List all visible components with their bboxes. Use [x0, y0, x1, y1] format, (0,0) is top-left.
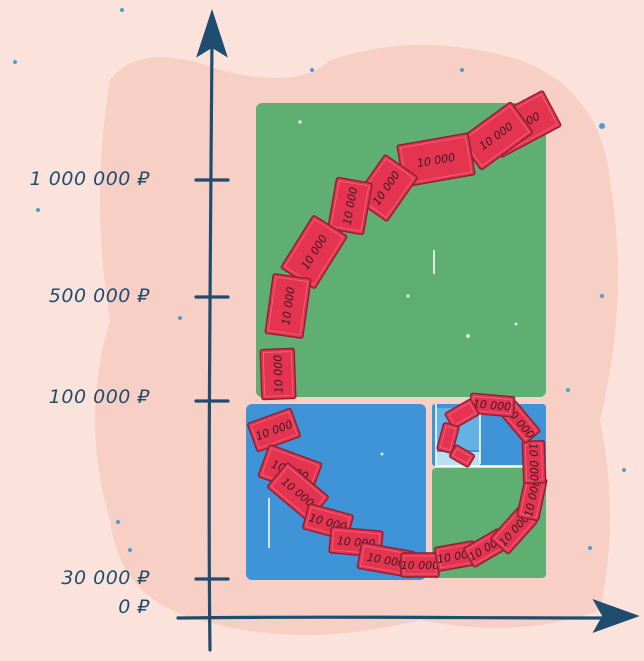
y-tick-label: 100 000 ₽	[49, 386, 151, 408]
sparkle	[298, 120, 302, 124]
banknote-border	[403, 555, 437, 575]
sparkle	[566, 388, 570, 392]
sparkle	[600, 294, 604, 298]
banknote-border	[284, 218, 344, 286]
banknote-border	[262, 351, 294, 397]
sparkle	[514, 322, 518, 326]
y-axis-line	[207, 38, 214, 652]
y-tick-label: 1 000 000 ₽	[30, 168, 151, 190]
banknote: 10 000	[264, 273, 312, 339]
banknote: 10 000	[247, 407, 301, 453]
sparkle	[116, 520, 120, 524]
y-tick-label: 30 000 ₽	[61, 567, 150, 589]
banknote-body	[247, 407, 301, 453]
sparkle	[120, 8, 124, 12]
banknote: 10 000	[396, 132, 476, 188]
sparkle	[599, 123, 605, 129]
banknote: 10 000	[354, 154, 418, 222]
banknote: 10 000	[259, 347, 297, 401]
banknote: 10 000	[516, 474, 548, 522]
banknote-body	[444, 398, 480, 430]
sparkle	[460, 68, 464, 72]
banknote-body	[436, 422, 460, 454]
sparkle	[588, 546, 592, 550]
y-axis-arrow-icon	[196, 8, 228, 58]
banknote-label: 10 000	[401, 559, 440, 572]
banknote: 10 000	[468, 392, 516, 418]
banknote-border	[452, 447, 472, 465]
sparkle	[466, 334, 470, 338]
banknote-label: 10 000	[526, 443, 540, 482]
y-axis-labels: 1 000 000 ₽ 500 000 ₽ 100 000 ₽ 30 000 ₽…	[30, 168, 151, 618]
sparkles	[13, 8, 626, 552]
banknote-border	[524, 443, 544, 481]
banknote-border	[357, 158, 415, 218]
banknote-body	[354, 154, 418, 222]
banknote-body	[259, 347, 297, 401]
sparkle	[380, 452, 384, 456]
y-tick-label: 0 ₽	[118, 596, 150, 618]
x-axis-line	[176, 615, 607, 620]
banknote: 10 000	[280, 215, 348, 289]
banknote: 10 000	[521, 439, 547, 485]
banknote-label: 10 000	[279, 286, 297, 326]
banknote: 10 000	[459, 101, 533, 171]
banknote-border	[399, 136, 473, 184]
banknote-label: 10 000	[472, 397, 511, 413]
banknote-label: 10 000	[271, 355, 285, 394]
x-axis-arrow-icon	[592, 599, 640, 633]
sparkle	[128, 548, 132, 552]
banknote-body	[327, 176, 373, 236]
banknote-border	[462, 105, 530, 167]
banknote-border	[448, 402, 476, 426]
block-divider	[435, 404, 546, 467]
sparkle	[622, 468, 626, 472]
banknote: 10 000	[327, 176, 373, 236]
banknote-body	[264, 273, 312, 339]
sparkle	[13, 60, 17, 64]
highlight-stroke	[268, 498, 270, 548]
banknote-border	[305, 506, 351, 538]
banknote	[444, 398, 480, 430]
banknote	[449, 444, 475, 468]
banknote-border	[250, 411, 298, 449]
sparkle	[406, 294, 410, 298]
sparkle	[36, 208, 40, 212]
banknote-border	[331, 529, 381, 555]
highlight-stroke	[433, 250, 435, 274]
banknote-border	[267, 276, 309, 336]
banknote	[436, 422, 460, 454]
banknote-border	[439, 425, 457, 451]
banknote-border	[330, 180, 370, 232]
y-tick-label: 500 000 ₽	[49, 285, 151, 307]
axes	[176, 8, 640, 652]
sparkle	[310, 68, 314, 72]
banknote-body	[521, 439, 547, 485]
green-block-large	[256, 103, 546, 397]
banknote: 10 000	[400, 552, 440, 578]
sparkle	[178, 316, 182, 320]
